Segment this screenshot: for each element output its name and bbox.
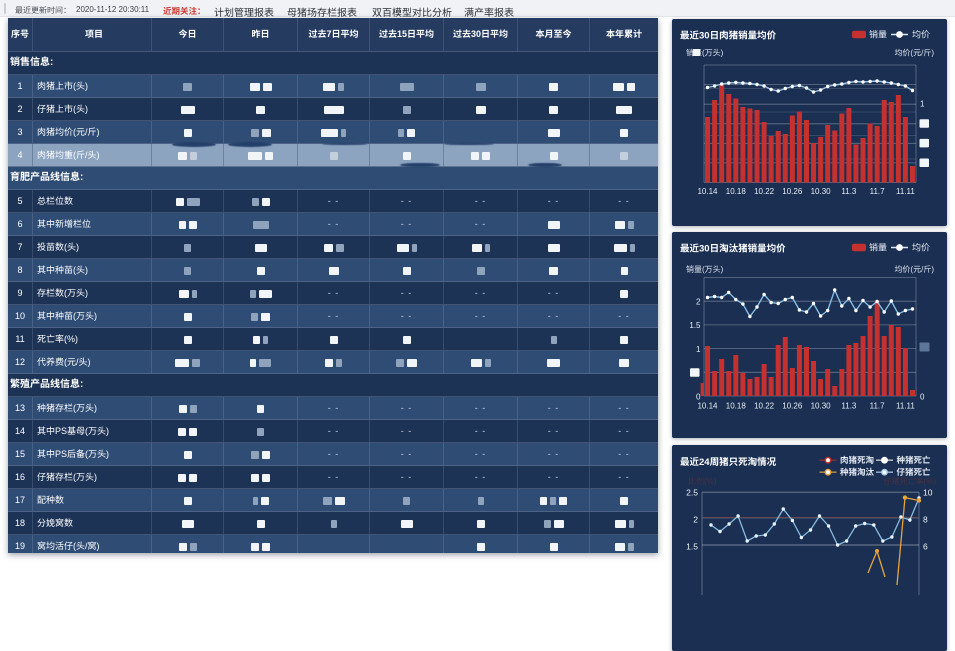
svg-text:1: 1 [696, 345, 701, 354]
svg-text:1.5: 1.5 [686, 542, 698, 552]
svg-text:销量: 销量 [869, 30, 887, 40]
svg-text:10.30: 10.30 [811, 402, 832, 411]
svg-text:10.26: 10.26 [782, 187, 803, 196]
svg-text:6: 6 [923, 542, 928, 552]
svg-text:1.5: 1.5 [689, 321, 701, 330]
svg-text:种猪死亡: 种猪死亡 [897, 455, 932, 465]
svg-text:2: 2 [693, 515, 698, 525]
svg-text:种猪淘汰: 种猪淘汰 [840, 467, 875, 477]
svg-text:肉猪死淘: 肉猪死淘 [840, 455, 874, 465]
svg-text:均价: 均价 [912, 30, 930, 40]
svg-text:销量(万头): 销量(万头) [686, 49, 724, 58]
svg-text:11.11: 11.11 [896, 402, 915, 411]
svg-text:11.3: 11.3 [841, 402, 857, 411]
svg-text:11.3: 11.3 [841, 187, 857, 196]
svg-text:11.11: 11.11 [896, 187, 915, 196]
svg-text:8: 8 [923, 515, 928, 525]
svg-text:2: 2 [696, 298, 701, 307]
svg-text:10.14: 10.14 [697, 187, 718, 196]
svg-text:10.14: 10.14 [697, 402, 718, 411]
svg-text:仔猪死亡: 仔猪死亡 [897, 467, 932, 477]
svg-text:10.22: 10.22 [754, 187, 775, 196]
svg-text:均价: 均价 [912, 243, 930, 253]
svg-text:最近30日肉猪销量均价: 最近30日肉猪销量均价 [680, 30, 777, 42]
svg-text:10.22: 10.22 [754, 402, 775, 411]
svg-text:仔猪死亡率(%): 仔猪死亡率(%) [884, 477, 937, 486]
svg-text:销量: 销量 [869, 243, 887, 253]
svg-text:11.7: 11.7 [870, 402, 886, 411]
svg-text:10: 10 [923, 488, 933, 498]
svg-text:1: 1 [920, 100, 925, 109]
svg-text:11.7: 11.7 [870, 187, 886, 196]
svg-text:10.18: 10.18 [726, 402, 747, 411]
svg-text:10.18: 10.18 [726, 187, 747, 196]
svg-text:2.5: 2.5 [686, 488, 698, 498]
svg-text:销量(万头): 销量(万头) [686, 265, 724, 274]
svg-text:比例(%): 比例(%) [688, 477, 717, 486]
svg-text:均价(元/斤): 均价(元/斤) [894, 265, 934, 274]
svg-text:0: 0 [696, 392, 701, 401]
svg-text:10.26: 10.26 [782, 402, 803, 411]
svg-text:10.30: 10.30 [811, 187, 832, 196]
svg-text:最近24周猪只死淘情况: 最近24周猪只死淘情况 [680, 456, 777, 468]
svg-text:均价(元/斤): 均价(元/斤) [894, 49, 934, 58]
svg-text:0: 0 [920, 392, 925, 401]
svg-text:最近30日淘汰猪销量均价: 最近30日淘汰猪销量均价 [680, 243, 786, 255]
